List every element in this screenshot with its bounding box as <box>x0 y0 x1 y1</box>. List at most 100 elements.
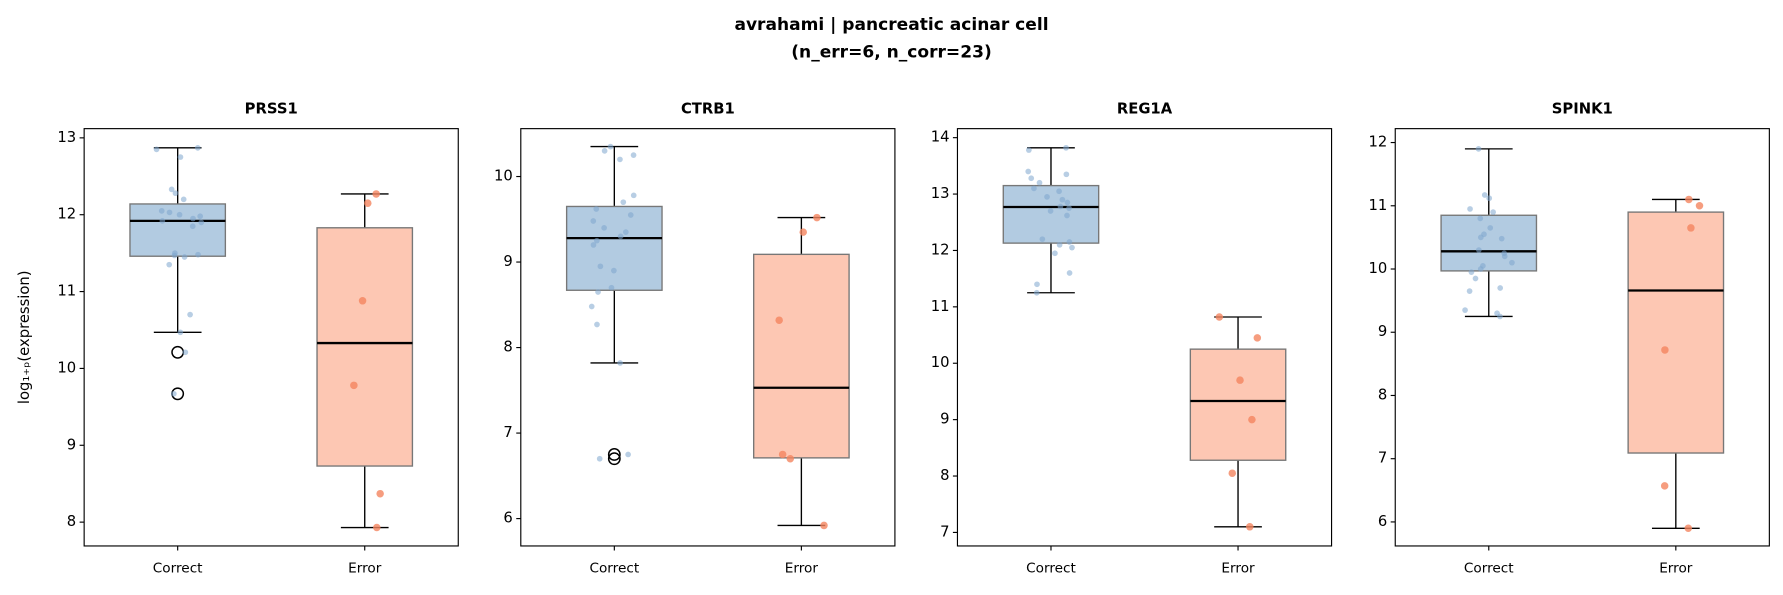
data-point <box>177 329 184 336</box>
y-tick-label: 12 <box>57 206 76 223</box>
data-point <box>1031 185 1037 192</box>
box <box>129 203 227 257</box>
box <box>753 253 850 459</box>
data-point <box>1498 235 1505 242</box>
plot-frame <box>83 128 459 547</box>
figure-subtitle: (n_err=6, n_corr=23) <box>791 42 991 62</box>
y-tick-label: 10 <box>57 359 76 376</box>
data-point <box>1246 523 1254 531</box>
data-point <box>1036 179 1043 186</box>
data-point <box>775 316 783 324</box>
y-tick-label: 7 <box>940 523 949 540</box>
data-point <box>171 252 178 259</box>
data-point <box>590 242 597 248</box>
data-point <box>172 190 179 197</box>
panel-title: PRSS1 <box>245 100 298 117</box>
x-tick-label: Error <box>1221 561 1255 577</box>
data-point <box>350 381 358 390</box>
data-point <box>1063 171 1070 178</box>
y-tick-label: 9 <box>1378 323 1387 340</box>
data-point <box>198 219 205 226</box>
data-point <box>1039 236 1046 243</box>
data-point <box>607 143 614 150</box>
box <box>1440 214 1538 272</box>
outlier <box>607 448 621 461</box>
x-tick-label: Error <box>348 561 382 577</box>
data-point <box>1475 146 1482 152</box>
data-point <box>601 224 607 231</box>
data-point <box>1066 239 1073 245</box>
y-tick-label: 9 <box>503 253 512 270</box>
data-point <box>1069 244 1075 251</box>
y-tick-label: 7 <box>1378 450 1387 467</box>
data-point <box>1028 175 1035 182</box>
data-point <box>620 199 627 206</box>
data-point <box>197 213 204 220</box>
data-point <box>778 450 787 459</box>
data-point <box>611 267 617 274</box>
data-point <box>364 199 372 207</box>
data-point <box>1025 168 1032 175</box>
data-point <box>158 208 165 214</box>
data-point <box>372 190 380 198</box>
y-tick-label: 12 <box>931 241 950 258</box>
data-point <box>1057 203 1064 210</box>
panel-title: REG1A <box>1117 100 1173 117</box>
data-point <box>1481 192 1488 198</box>
data-point <box>1475 247 1482 253</box>
x-tick-label: Correct <box>1464 561 1514 577</box>
y-tick-label: 8 <box>1378 386 1387 403</box>
data-point <box>1215 313 1224 321</box>
data-point <box>1025 147 1032 153</box>
data-point <box>1034 281 1040 288</box>
data-point <box>1497 285 1504 291</box>
data-point <box>1509 259 1515 266</box>
y-tick-label: 13 <box>57 129 76 146</box>
data-point <box>1660 482 1669 490</box>
y-tick-label: 11 <box>57 283 76 300</box>
box <box>565 205 663 291</box>
box <box>1002 184 1100 244</box>
data-point <box>170 390 177 397</box>
data-point <box>1052 250 1058 257</box>
data-point <box>1236 376 1244 384</box>
data-point <box>596 455 603 462</box>
data-point <box>1064 199 1071 206</box>
data-point <box>1685 195 1693 204</box>
panel: REG1A 7 8 9 10 11 12 13 14 Correct Error <box>931 100 1333 577</box>
data-point <box>1477 215 1484 222</box>
data-point <box>1228 469 1237 477</box>
data-point <box>813 213 821 222</box>
data-point <box>608 284 615 291</box>
panel: PRSS1 log₁₊ₚ(expression) 8 9 10 11 12 13 Correct… <box>16 100 459 577</box>
data-point <box>181 254 188 260</box>
data-point <box>1064 212 1070 219</box>
y-tick-label: 7 <box>503 424 512 441</box>
data-point <box>1044 194 1050 200</box>
data-point <box>588 303 595 310</box>
data-point <box>1477 266 1484 272</box>
box <box>1627 211 1725 454</box>
panel-title: SPINK1 <box>1552 100 1613 117</box>
y-tick-label: 6 <box>503 510 512 527</box>
y-axis-label: log₁₊ₚ(expression) <box>16 270 33 404</box>
data-point <box>1063 144 1069 151</box>
data-point <box>376 489 384 498</box>
data-point <box>190 215 196 222</box>
outlier <box>171 345 185 359</box>
data-point <box>1467 206 1473 212</box>
data-point <box>1477 234 1484 241</box>
data-point <box>597 263 604 270</box>
data-point <box>1684 524 1693 533</box>
data-point <box>1486 195 1493 202</box>
data-point <box>180 196 187 203</box>
data-point <box>373 523 381 532</box>
y-tick-label: 8 <box>940 467 949 484</box>
y-tick-label: 9 <box>67 436 76 453</box>
data-point <box>617 360 623 366</box>
y-tick-label: 10 <box>931 354 950 371</box>
y-tick-label: 11 <box>1368 197 1387 214</box>
data-point <box>1047 208 1054 214</box>
data-point <box>590 218 597 224</box>
